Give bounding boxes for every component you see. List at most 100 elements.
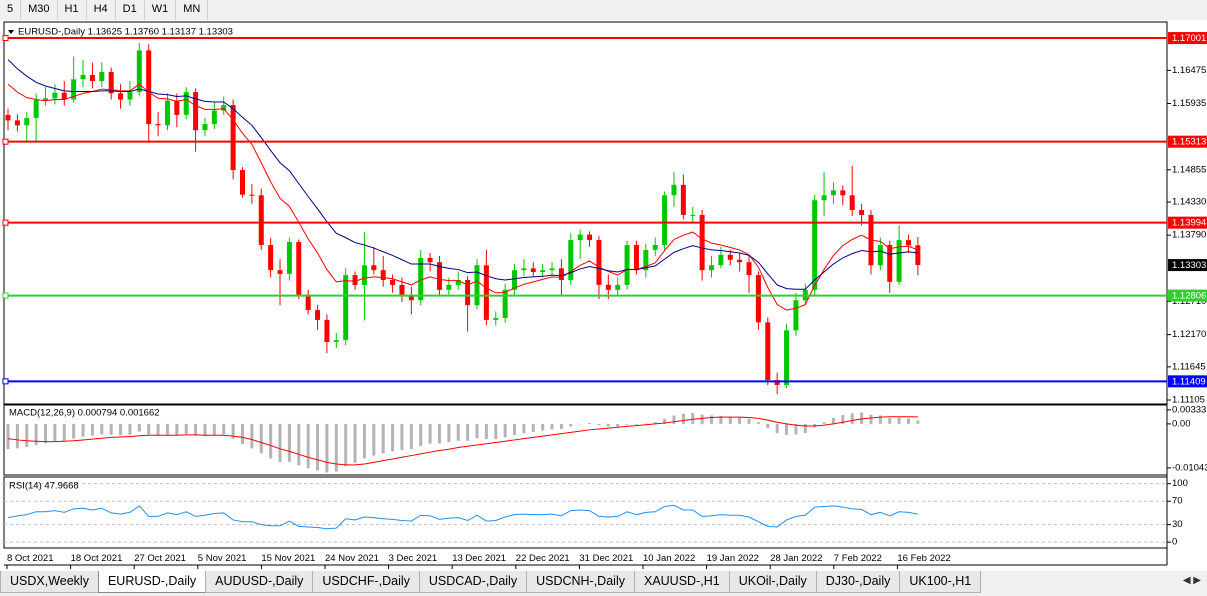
timeframe-button[interactable]: 5 xyxy=(0,0,22,20)
indicator-title: RSI(14) 47.9668 xyxy=(9,481,79,492)
macd-bar xyxy=(90,423,94,436)
candle-body xyxy=(727,254,733,260)
x-tick-label: 13 Dec 2021 xyxy=(452,553,506,564)
timeframe-button[interactable]: H1 xyxy=(58,0,87,20)
candle-body xyxy=(502,289,508,319)
candle-body xyxy=(474,265,480,306)
timeframe-button[interactable]: H4 xyxy=(87,0,116,20)
macd-bar xyxy=(269,423,273,459)
x-tick-label: 10 Jan 2022 xyxy=(643,553,695,564)
macd-bar xyxy=(250,423,254,449)
chart-tab[interactable]: USDCNH-,Daily xyxy=(526,571,635,593)
y-tick-label: 0.00 xyxy=(1172,418,1191,429)
macd-bar xyxy=(391,423,395,452)
candle-body xyxy=(896,240,902,282)
macd-bar xyxy=(681,413,685,424)
candle-body xyxy=(286,241,292,274)
timeframe-button[interactable]: W1 xyxy=(145,0,177,20)
level-label: 1.13994 xyxy=(1172,218,1206,229)
candle-body xyxy=(596,240,602,285)
chart-tab[interactable]: USDCHF-,Daily xyxy=(312,571,420,593)
macd-bar xyxy=(747,418,751,424)
macd-bar xyxy=(869,414,873,424)
y-tick-label: 1.11645 xyxy=(1172,361,1206,372)
y-tick-label: 1.15935 xyxy=(1172,98,1206,109)
candle-body xyxy=(530,268,536,273)
macd-bar xyxy=(841,415,845,424)
chart-tab[interactable]: DJ30-,Daily xyxy=(815,571,901,593)
tab-scroll-arrows[interactable]: ◀ ▶ xyxy=(1182,575,1201,586)
chart-tab[interactable]: UKOil-,Daily xyxy=(728,571,817,593)
level-label-box xyxy=(1168,216,1207,229)
candle-body xyxy=(164,100,170,126)
macd-bar xyxy=(850,413,854,424)
candle-body xyxy=(343,275,349,341)
candle-body xyxy=(5,114,11,121)
macd-bar xyxy=(719,415,723,424)
macd-bar xyxy=(119,423,123,436)
y-tick-label: 70 xyxy=(1172,496,1183,507)
chart-tab[interactable]: USDCAD-,Daily xyxy=(418,571,528,593)
chart-tab[interactable]: EURUSD-,Daily xyxy=(97,571,207,593)
level-handle xyxy=(2,292,9,299)
chart-title: EURUSD-,Daily 1.13625 1.13760 1.13137 1.… xyxy=(18,27,233,38)
candle-body xyxy=(136,50,142,93)
candle-body xyxy=(296,241,302,295)
timeframe-button[interactable]: MN xyxy=(176,0,209,20)
y-tick-label: 1.12170 xyxy=(1172,329,1206,340)
candle-body xyxy=(33,100,39,118)
candle-body xyxy=(390,279,396,285)
candle-body xyxy=(830,190,836,196)
candle-body xyxy=(305,294,311,311)
candle-body xyxy=(211,110,217,125)
level-handle xyxy=(2,219,9,226)
candle-body xyxy=(146,50,152,125)
candle-body xyxy=(202,124,208,131)
candle-body xyxy=(52,92,58,99)
candle-body xyxy=(671,184,677,196)
candle-body xyxy=(465,279,471,306)
macd-bar xyxy=(766,423,770,429)
timeframe-button[interactable]: D1 xyxy=(116,0,145,20)
timeframe-button[interactable]: M30 xyxy=(21,0,58,20)
macd-bar xyxy=(466,423,470,441)
candle-body xyxy=(877,245,883,266)
macd-bar xyxy=(663,418,667,424)
candle-body xyxy=(268,245,274,271)
macd-bar xyxy=(165,423,169,435)
macd-bar xyxy=(100,423,104,435)
macd-bar xyxy=(259,423,263,454)
candle-body xyxy=(108,71,114,94)
macd-bar xyxy=(803,423,807,434)
macd-bar xyxy=(44,423,48,444)
candle-body xyxy=(568,240,574,280)
candle-body xyxy=(577,234,583,241)
candle-body xyxy=(493,318,499,320)
macd-bar xyxy=(6,423,10,450)
x-tick-label: 22 Dec 2021 xyxy=(516,553,570,564)
macd-signal xyxy=(7,416,918,466)
candle-body xyxy=(315,310,321,320)
chart-tab[interactable]: UK100-,H1 xyxy=(899,571,982,593)
candle-body xyxy=(324,319,330,342)
candle-body xyxy=(540,270,546,273)
candle-body xyxy=(80,74,86,80)
macd-bar xyxy=(62,423,66,441)
candle-body xyxy=(14,120,20,126)
macd-bar xyxy=(897,417,901,424)
candle-body xyxy=(643,249,649,271)
candle-body xyxy=(887,245,893,282)
x-tick-label: 19 Jan 2022 xyxy=(707,553,759,564)
chart-tab[interactable]: AUDUSD-,Daily xyxy=(205,571,314,593)
chart-tab[interactable]: XAUUSD-,H1 xyxy=(633,571,730,593)
macd-bar xyxy=(175,423,179,436)
chart-tab[interactable]: USDX,Weekly xyxy=(0,571,99,593)
candle-body xyxy=(127,92,133,100)
candle-body xyxy=(258,195,264,246)
candle-body xyxy=(718,254,724,266)
y-tick-label: 100 xyxy=(1172,478,1188,489)
candle-body xyxy=(512,270,518,290)
macd-bar xyxy=(550,423,554,430)
level-label-box xyxy=(1168,375,1207,388)
candle-body xyxy=(436,262,442,290)
